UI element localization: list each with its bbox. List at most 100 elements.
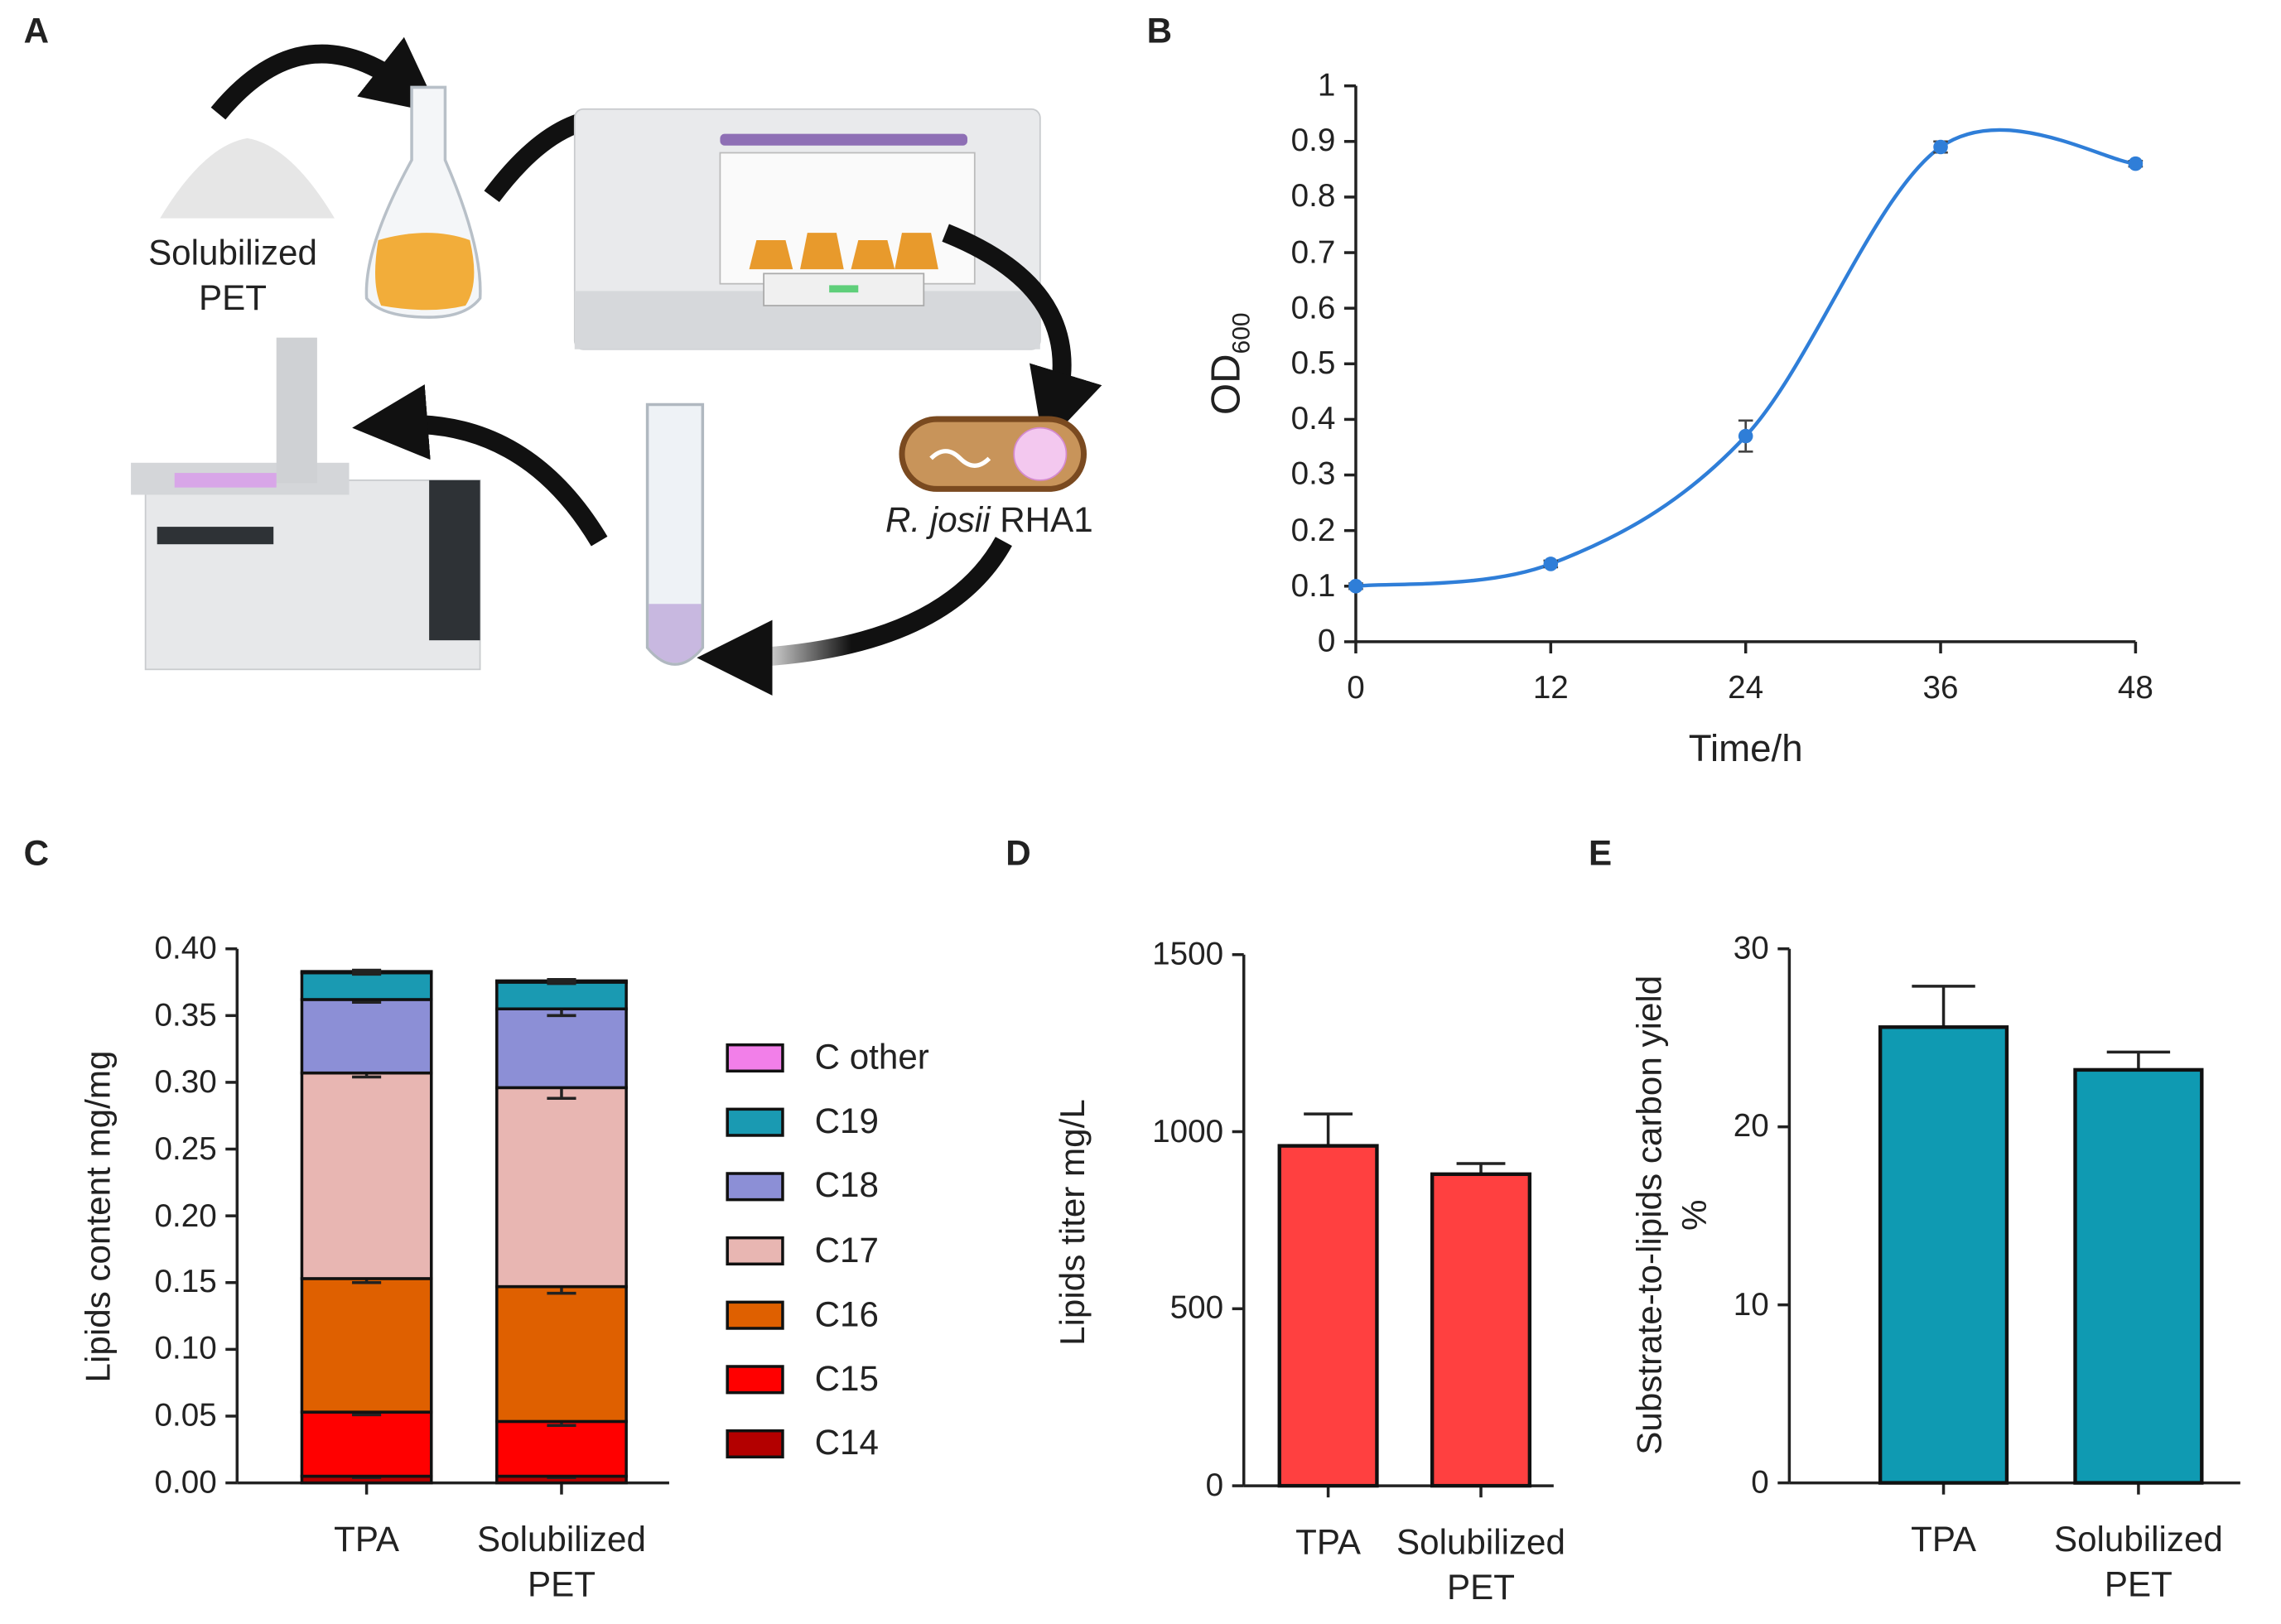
bar-segment [495,1086,628,1289]
x-tick-label: Solubilized PET [477,1520,646,1606]
gc-panel [429,479,480,641]
bar-segment [300,971,433,1001]
y-tick-label: 0.20 [154,1196,217,1233]
y-tick-label: 0.30 [154,1063,217,1100]
arrow [942,224,1102,447]
y-tick-label: 0.1 [1290,566,1336,604]
panel-label: D [1005,834,1031,875]
y-tick-label: 0.10 [154,1329,217,1366]
bar [2073,1067,2204,1485]
error-bar [547,978,576,984]
gc-tower [276,337,317,484]
y-tick-label: 0.8 [1290,177,1336,214]
y-tick-label: 0 [1751,1463,1769,1501]
y-axis-label: Lipids titer mg/L [1054,1099,1093,1346]
y-tick-label: 1500 [1152,935,1224,972]
panel-label: A [23,12,50,52]
tube-sample [649,604,702,663]
x-tick-label: Solubilized PET [1396,1523,1565,1609]
y-tick-label: 0 [1317,622,1336,659]
y-tick-label: 0.5 [1290,344,1336,381]
x-tick-label: 0 [1347,668,1365,706]
legend-label: C19 [814,1102,879,1142]
y-axis-label: Substrate-to-lipids carbon yield % [1630,975,1715,1455]
y-axis-label: Lipids content mg/mg [79,1050,118,1383]
y-tick-label: 1000 [1152,1112,1224,1149]
y-tick-label: 0.05 [154,1396,217,1434]
y-axis-label-subscript: 600 [1227,312,1256,354]
legend-label: C18 [814,1166,879,1207]
bar-segment [495,1284,628,1424]
error-bar [352,968,382,975]
x-tick-label: TPA [1911,1520,1976,1560]
gc-vials [174,473,277,488]
gc-slot [157,527,274,545]
bar [1430,1172,1532,1488]
data-point [1348,579,1363,594]
powder [160,137,335,219]
bar-segment [495,1007,628,1090]
bar [1277,1144,1379,1488]
gc-machine [144,479,481,671]
y-tick-label: 0.4 [1290,400,1336,436]
y-tick-label: 500 [1169,1289,1224,1326]
legend-swatch [726,1429,784,1459]
bar-segment [300,1277,433,1414]
data-point [2128,156,2144,171]
legend-swatch [726,1172,784,1202]
legend-swatch [726,1365,784,1395]
y-axis-label-main: OD [1203,354,1249,416]
tube [645,402,705,666]
incubator-light [720,133,968,146]
y-tick-label: 20 [1733,1107,1769,1145]
data-point [1543,557,1559,571]
y-axis-label: OD600 [1200,312,1258,415]
panel-label: E [1588,834,1613,875]
panel-label: C [23,834,50,875]
flask-medium [375,233,475,311]
x-tick-label: 24 [1728,668,1764,706]
bar [1878,1025,2009,1485]
y-tick-label: 0.40 [154,929,217,966]
organism-species: R. josii [885,501,991,541]
lipid-body [1013,426,1068,481]
arrow [352,384,608,547]
legend-label: C17 [814,1231,879,1271]
bar-segment [300,1071,433,1280]
legend-swatch [726,1300,784,1330]
data-line [1355,128,2136,588]
x-tick-label: TPA [334,1520,400,1560]
y-tick-label: 0.2 [1290,511,1336,548]
y-tick-label: 1 [1317,66,1336,104]
y-tick-label: 30 [1733,929,1769,966]
substrate-label: Solubilized PET [148,234,317,319]
y-tick-label: 0.9 [1290,122,1336,159]
organism-strain: RHA1 [1000,501,1093,541]
x-tick-label: Solubilized PET [2053,1520,2223,1606]
legend-swatch [726,1236,784,1266]
incubator-flasks [749,233,938,270]
y-tick-label: 0.15 [154,1263,217,1300]
panel-label: B [1146,12,1173,52]
bar-segment [495,1419,628,1478]
legend-label: C16 [814,1295,879,1335]
x-tick-label: 48 [2117,668,2153,706]
bar-segment [300,1410,433,1478]
legend-label: C other [814,1038,929,1078]
y-tick-label: 0.35 [154,995,217,1033]
data-point [1933,139,1948,155]
workflow-diagram [131,36,1102,696]
incubator-display [829,285,859,293]
legend-swatch [726,1107,784,1137]
legend-label: C15 [814,1359,879,1400]
y-tick-label: 0.3 [1290,455,1336,493]
bacterium-dna [929,449,991,468]
organism-label: R. josii RHA1 [885,499,1093,544]
y-tick-label: 0.7 [1290,233,1336,270]
y-tick-label: 0 [1205,1466,1224,1503]
arrow [748,537,1012,667]
x-tick-label: TPA [1295,1523,1362,1564]
data-point [1738,428,1753,444]
x-axis-label: Time/h [1688,726,1803,770]
